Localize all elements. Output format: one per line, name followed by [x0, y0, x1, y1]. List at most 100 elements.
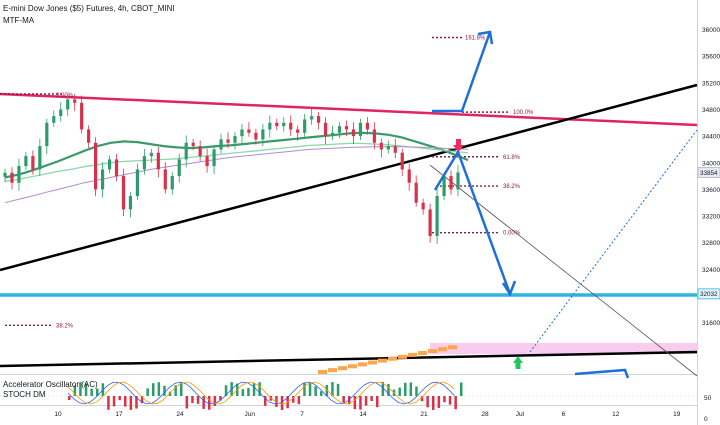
candle-body — [247, 129, 251, 133]
candle-body — [344, 126, 349, 130]
candle-body — [107, 159, 112, 170]
candle-body — [156, 152, 160, 170]
candle-body — [52, 116, 56, 123]
candle-body — [87, 129, 91, 143]
black-trendline — [0, 83, 698, 272]
candle-body — [386, 146, 390, 150]
candle-body — [149, 152, 153, 157]
price-tag-label: 32032 — [700, 291, 718, 298]
osc-bar — [208, 396, 211, 410]
blue-flat-projection — [574, 368, 630, 379]
osc-bar — [370, 396, 373, 402]
candle-body — [428, 209, 432, 237]
price-tag-label: 33854 — [700, 170, 718, 177]
x-tick-label: 6 — [562, 411, 566, 418]
osc-bar — [124, 396, 127, 407]
osc-bar — [398, 387, 401, 396]
candle-body — [17, 166, 21, 183]
stoch-d-line — [67, 381, 455, 405]
orange-block — [438, 347, 447, 352]
osc-bar — [280, 396, 284, 410]
osc-bar — [454, 396, 457, 410]
osc-bar — [191, 396, 194, 404]
osc-bar — [308, 382, 312, 396]
candle-body — [358, 122, 363, 137]
candle-body — [80, 102, 84, 130]
candle-body — [163, 169, 167, 190]
osc-bar — [353, 396, 357, 410]
y-tick-label: 32400 — [702, 267, 720, 274]
x-tick-label: 10 — [54, 411, 62, 418]
candle-body — [435, 196, 439, 237]
y-tick-label: 34000 — [702, 160, 720, 167]
osc-bar — [426, 396, 429, 408]
candle-body — [198, 146, 202, 157]
osc-bar — [157, 382, 161, 396]
osc-bar — [448, 396, 452, 405]
x-tick-label: 12 — [612, 411, 620, 418]
candle-body — [114, 159, 119, 177]
oscillator-title-2: STOCH DM — [3, 390, 46, 399]
candle-body — [449, 176, 453, 190]
green-buy-marker — [513, 356, 523, 369]
candle-body — [421, 202, 425, 210]
osc-bar — [359, 396, 362, 410]
osc-bar — [331, 382, 334, 396]
osc-bar — [107, 396, 110, 410]
time-axis[interactable]: 10 17 24 Jun 7 14 21 28 Jul 6 12 19 — [54, 411, 680, 418]
fib-label: 61.8% — [503, 155, 521, 161]
orange-block — [398, 354, 407, 359]
orange-block — [418, 351, 427, 355]
candle-body — [66, 99, 70, 110]
candle-body — [100, 169, 105, 190]
candle-body — [177, 159, 181, 177]
osc-bar — [202, 396, 205, 409]
y-tick-label: 35200 — [702, 80, 720, 87]
orange-block — [358, 362, 367, 367]
moving-averages — [4, 131, 469, 204]
ma-line — [4, 142, 469, 183]
osc-bar — [432, 396, 435, 410]
candle-body — [317, 116, 321, 123]
dotted-projection-line — [529, 129, 698, 353]
candle-body — [3, 172, 7, 177]
orange-block — [448, 345, 457, 350]
candle-body — [170, 176, 174, 190]
ma-line — [4, 146, 469, 204]
osc-bar — [152, 383, 155, 396]
candle-body — [205, 156, 209, 167]
black-lower-trendline — [0, 350, 698, 368]
y-tick-label: 33600 — [702, 187, 720, 194]
fib-label: 0.00% — [503, 231, 521, 237]
candle-body — [275, 122, 279, 127]
oscillator-pane — [0, 381, 697, 410]
fib-label: 38.2% — [503, 184, 521, 190]
candle-body — [240, 129, 244, 137]
candle-body — [442, 176, 446, 197]
osc-bar — [129, 396, 133, 410]
price-tag-box — [697, 167, 720, 178]
y-tick-label: 35600 — [702, 54, 720, 61]
y-tick-label: 32800 — [702, 240, 720, 247]
candle-body — [94, 142, 98, 190]
candle-body — [233, 136, 237, 143]
candle-body — [337, 126, 342, 133]
y-tick-label: 34800 — [702, 107, 720, 114]
osc-bar — [79, 382, 82, 396]
fib-label: 161.8% — [465, 35, 486, 41]
candle-body — [282, 122, 286, 127]
candle-body — [142, 156, 146, 170]
price-axis[interactable]: 36000 35600 35200 34800 34400 34000 33600 33200… — [702, 27, 720, 327]
osc-bar — [241, 389, 245, 396]
osc-bar — [303, 382, 306, 396]
osc-bar — [213, 396, 217, 407]
osc-bar — [297, 396, 301, 405]
x-tick-label: 19 — [673, 411, 681, 418]
candle-body — [135, 169, 140, 197]
orange-block — [408, 352, 417, 357]
osc-bar — [112, 396, 116, 407]
ma-line — [4, 131, 469, 179]
blue-arrow-up — [432, 31, 492, 113]
